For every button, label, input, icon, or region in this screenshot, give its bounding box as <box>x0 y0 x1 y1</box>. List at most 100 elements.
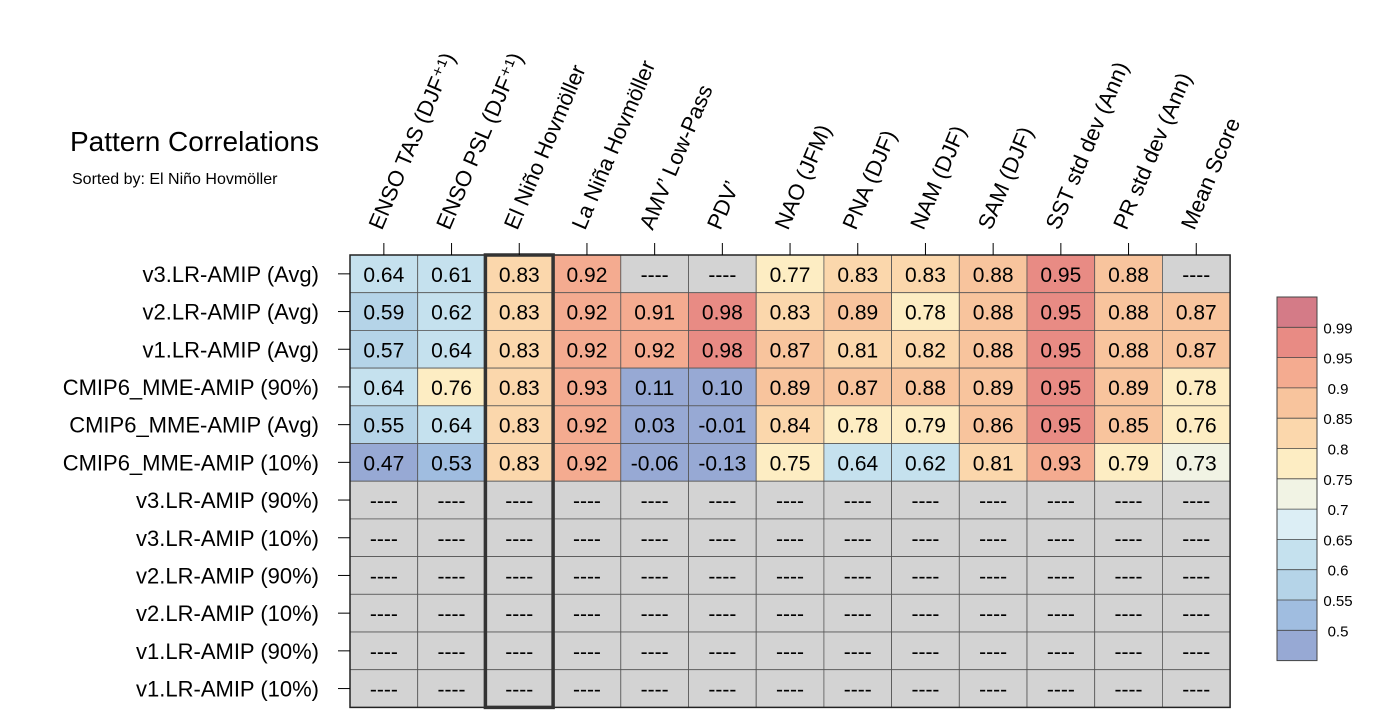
cell-value-label: ---- <box>641 603 669 626</box>
heatmap-cell <box>958 405 1028 444</box>
cell-value-label: ---- <box>641 490 669 513</box>
heatmap-cell <box>484 292 554 331</box>
heatmap-cell <box>620 443 689 482</box>
cell-value-label: 0.75 <box>770 452 811 475</box>
cell-value-label: 0.81 <box>973 452 1014 475</box>
cell-value-label: ---- <box>641 679 669 702</box>
cell-value-label: ---- <box>573 603 601 626</box>
cell-value-label: ---- <box>911 528 939 551</box>
cell-value-label: ---- <box>708 679 736 702</box>
heatmap-cell <box>958 556 1028 595</box>
cell-value-label: ---- <box>438 679 466 702</box>
cell-value-label: ---- <box>708 264 736 287</box>
cell-value-label: 0.64 <box>431 415 472 438</box>
heatmap-cell <box>417 480 486 520</box>
cell-value-label: ---- <box>505 528 533 551</box>
heatmap-cell <box>620 329 689 369</box>
heatmap-cell <box>755 518 825 558</box>
heatmap-cell <box>552 292 622 331</box>
heatmap-cell <box>755 292 825 331</box>
heatmap-cell <box>823 480 893 520</box>
heatmap-cell <box>688 329 757 369</box>
heatmap-cell <box>891 405 960 444</box>
heatmap-cell <box>755 443 825 482</box>
cell-value-label: 0.92 <box>567 452 608 475</box>
cell-value-label: ---- <box>641 528 669 551</box>
cell-value-label: ---- <box>1047 565 1075 588</box>
heatmap-cell <box>891 480 960 520</box>
heatmap-cell <box>484 518 554 558</box>
cell-value-label: ---- <box>1047 679 1075 702</box>
cell-value-label: ---- <box>979 641 1007 664</box>
cell-value-label: 0.95 <box>1040 264 1081 287</box>
colorbar-swatch <box>1277 418 1317 449</box>
cell-value-label: ---- <box>776 528 804 551</box>
cell-value-label: 0.88 <box>973 302 1014 325</box>
cell-value-label: 0.78 <box>837 415 878 438</box>
cell-value-label: ---- <box>1182 490 1210 513</box>
cell-value-label: 0.53 <box>431 452 472 475</box>
cell-value-label: ---- <box>505 603 533 626</box>
cell-value-label: 0.88 <box>905 377 946 400</box>
cell-value-label: ---- <box>505 565 533 588</box>
cell-value-label: -0.01 <box>698 415 746 438</box>
colorbar-swatch <box>1277 600 1317 631</box>
cell-value-label: ---- <box>573 679 601 702</box>
heatmap-cell <box>552 480 622 520</box>
row-label: v2.LR-AMIP (Avg) <box>143 300 319 325</box>
colorbar-tick-label: 0.55 <box>1323 593 1352 610</box>
heatmap-cell <box>688 556 757 595</box>
heatmap-cells: 0.64 0.61 0.83 0.92 ---- ---- 0.77 0.83 0.83 0.88… <box>349 254 1231 708</box>
cell-value-label: 0.87 <box>1176 302 1217 325</box>
cell-value-label: 0.88 <box>1108 264 1149 287</box>
cell-value-label: 0.83 <box>837 264 878 287</box>
heatmap-cell <box>891 593 960 633</box>
cell-value-label: 0.83 <box>499 339 540 362</box>
cell-value-label: ---- <box>573 528 601 551</box>
cell-value-label: ---- <box>844 603 872 626</box>
cell-value-label: ---- <box>708 641 736 664</box>
heatmap-cell <box>552 593 622 633</box>
colorbar-swatch <box>1277 539 1317 570</box>
heatmap-cell <box>552 556 622 595</box>
cell-value-label: ---- <box>438 603 466 626</box>
heatmap-cell <box>552 443 622 482</box>
cell-value-label: ---- <box>844 679 872 702</box>
cell-value-label: 0.64 <box>363 264 404 287</box>
heatmap-cell <box>958 292 1028 331</box>
heatmap-cell <box>1162 367 1231 407</box>
heatmap-cell <box>958 480 1028 520</box>
row-label: v3.LR-AMIP (10%) <box>136 526 319 551</box>
cell-value-label: 0.62 <box>905 452 946 475</box>
heatmap-cell <box>417 518 486 558</box>
cell-value-label: 0.92 <box>567 415 608 438</box>
row-label: CMIP6_MME-AMIP (10%) <box>63 450 319 475</box>
column-label: SAM (DJF) <box>973 123 1039 233</box>
cell-value-label: ---- <box>1115 490 1143 513</box>
cell-value-label: 0.73 <box>1176 452 1217 475</box>
cell-value-label: 0.89 <box>1108 377 1149 400</box>
heatmap-cell <box>620 518 689 558</box>
colorbar-tick-label: 0.75 <box>1323 472 1352 489</box>
row-label: v1.LR-AMIP (10%) <box>136 677 319 702</box>
colorbar-swatch <box>1277 509 1317 540</box>
cell-value-label: ---- <box>979 603 1007 626</box>
cell-value-label: 0.92 <box>634 339 675 362</box>
cell-value-label: ---- <box>438 641 466 664</box>
heatmap-cell <box>552 669 622 708</box>
heatmap-cell <box>349 631 419 671</box>
row-label: v1.LR-AMIP (90%) <box>136 639 319 664</box>
cell-value-label: ---- <box>1182 679 1210 702</box>
cell-value-label: ---- <box>641 264 669 287</box>
heatmap-cell <box>552 518 622 558</box>
cell-value-label: ---- <box>1047 603 1075 626</box>
heatmap-cell <box>755 631 825 671</box>
cell-value-label: 0.83 <box>499 264 540 287</box>
cell-value-label: 0.88 <box>973 264 1014 287</box>
row-label: CMIP6_MME-AMIP (90%) <box>63 375 319 400</box>
cell-value-label: 0.91 <box>634 302 675 325</box>
cell-value-label: 0.62 <box>431 302 472 325</box>
cell-value-label: 0.64 <box>431 339 472 362</box>
heatmap-cell <box>417 292 486 331</box>
cell-value-label: 0.85 <box>1108 415 1149 438</box>
